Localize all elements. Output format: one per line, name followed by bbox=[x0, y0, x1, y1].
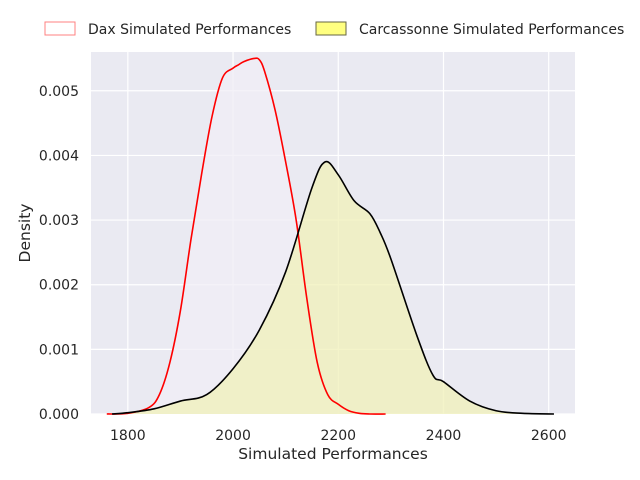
y-tick-label-3: 0.003 bbox=[39, 213, 79, 229]
legend-swatch-1 bbox=[315, 21, 347, 36]
ticks: 1800 2000 2200 2400 2600 0.000 0.001 0.002 0.003… bbox=[39, 84, 567, 444]
series-line-1 bbox=[111, 160, 554, 415]
x-tick-label-3: 2400 bbox=[426, 428, 462, 444]
y-tick-label-1: 0.001 bbox=[39, 342, 79, 358]
legend: Dax Simulated Performances Carcassonne Si… bbox=[44, 21, 624, 38]
x-tick-label-4: 2600 bbox=[531, 428, 567, 444]
legend-swatch-0 bbox=[44, 21, 76, 36]
x-tick-label-0: 1800 bbox=[110, 428, 146, 444]
legend-label-0: Dax Simulated Performances bbox=[88, 22, 291, 38]
series-fill-1 bbox=[112, 161, 554, 414]
y-tick-label-5: 0.005 bbox=[39, 84, 79, 100]
x-tick-label-2: 2200 bbox=[320, 428, 356, 444]
y-tick-label-0: 0.000 bbox=[39, 407, 79, 423]
y-axis-label: Density bbox=[16, 204, 34, 263]
series-layer bbox=[106, 57, 554, 415]
x-axis-label: Simulated Performances bbox=[238, 445, 428, 463]
series-fill-0 bbox=[106, 58, 386, 415]
y-tick-label-4: 0.004 bbox=[39, 148, 79, 164]
y-tick-label-2: 0.002 bbox=[39, 278, 79, 294]
series-line-0 bbox=[106, 57, 386, 415]
x-tick-label-1: 2000 bbox=[215, 428, 251, 444]
legend-label-1: Carcassonne Simulated Performances bbox=[359, 22, 624, 38]
